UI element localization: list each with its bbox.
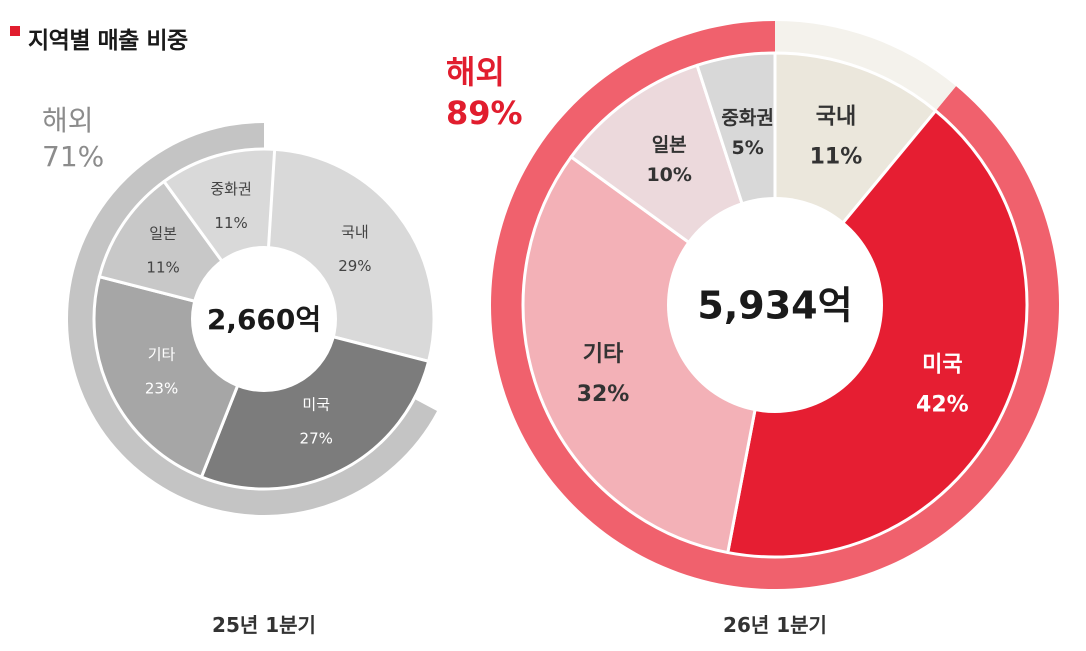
- segment-name-label: 중화권: [210, 180, 251, 198]
- segment-value-label: 27%: [300, 430, 333, 448]
- segment-name-label: 미국: [922, 352, 962, 377]
- segment-value-label: 11%: [810, 144, 863, 169]
- title-marker-icon: [10, 26, 20, 36]
- total-revenue-label: 5,934억: [697, 284, 852, 328]
- chart-title: 지역별 매출 비중: [28, 28, 188, 54]
- overseas-value: 89%: [446, 94, 523, 132]
- segment-value-label: 23%: [145, 379, 178, 397]
- segment-value-label: 11%: [214, 214, 247, 232]
- overseas-label: 해외: [446, 53, 505, 91]
- total-revenue-label: 2,660억: [207, 303, 321, 336]
- segment-value-label: 5%: [731, 137, 763, 159]
- segment-value-label: 42%: [916, 392, 969, 417]
- segment-name-label: 기타: [583, 342, 624, 367]
- segment-name-label: 국내: [341, 223, 369, 241]
- overseas-label: 해외: [42, 104, 94, 137]
- period-label: 26년 1분기: [723, 613, 827, 637]
- donut-hole: [191, 246, 337, 392]
- segment-name-label: 일본: [149, 225, 177, 243]
- segment-value-label: 29%: [338, 257, 371, 275]
- segment-name-label: 국내: [816, 104, 856, 129]
- segment-name-label: 중화권: [721, 107, 773, 129]
- donut-hole: [667, 197, 883, 413]
- segment-value-label: 32%: [577, 382, 630, 407]
- period-label: 25년 1분기: [212, 613, 316, 637]
- overseas-value: 71%: [42, 140, 104, 173]
- segment-name-label: 일본: [652, 134, 687, 156]
- segment-기타: [521, 155, 777, 555]
- chart-title-row: 지역별 매출 비중: [10, 18, 188, 58]
- segment-name-label: 미국: [302, 396, 330, 414]
- segment-value-label: 10%: [646, 164, 691, 186]
- segment-value-label: 11%: [146, 259, 179, 277]
- segment-name-label: 기타: [148, 345, 176, 363]
